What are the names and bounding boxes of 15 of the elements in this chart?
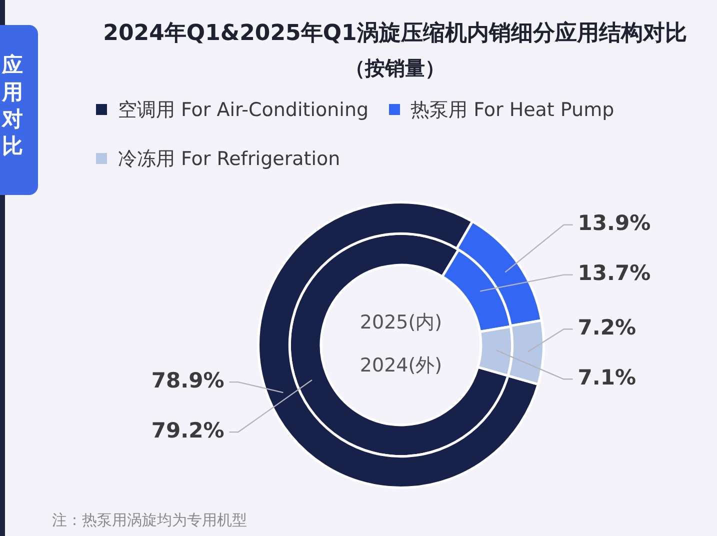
legend-label: 空调用 For Air-Conditioning bbox=[118, 98, 369, 122]
data-label: 79.2% bbox=[151, 418, 224, 443]
chart-title: 2024年Q1&2025年Q1涡旋压缩机内销细分应用结构对比 bbox=[102, 20, 688, 48]
text: 2024(外) bbox=[360, 354, 442, 376]
data-label: 7.1% bbox=[578, 366, 636, 390]
data-label: 7.2% bbox=[578, 316, 636, 340]
legend-label: 冷冻用 For Refrigeration bbox=[118, 146, 340, 172]
data-label: 13.9% bbox=[578, 211, 651, 236]
text: 2025(内) bbox=[360, 311, 442, 334]
data-label: 78.9% bbox=[151, 368, 224, 393]
text: 应用对比 bbox=[2, 52, 24, 160]
data-label: 13.7% bbox=[578, 261, 651, 286]
chart-subtitle: （按销量） bbox=[344, 55, 446, 82]
text: 注：热泵用涡旋均为专用机型 bbox=[52, 511, 247, 530]
legend-label: 热泵用 For Heat Pump bbox=[410, 98, 614, 122]
